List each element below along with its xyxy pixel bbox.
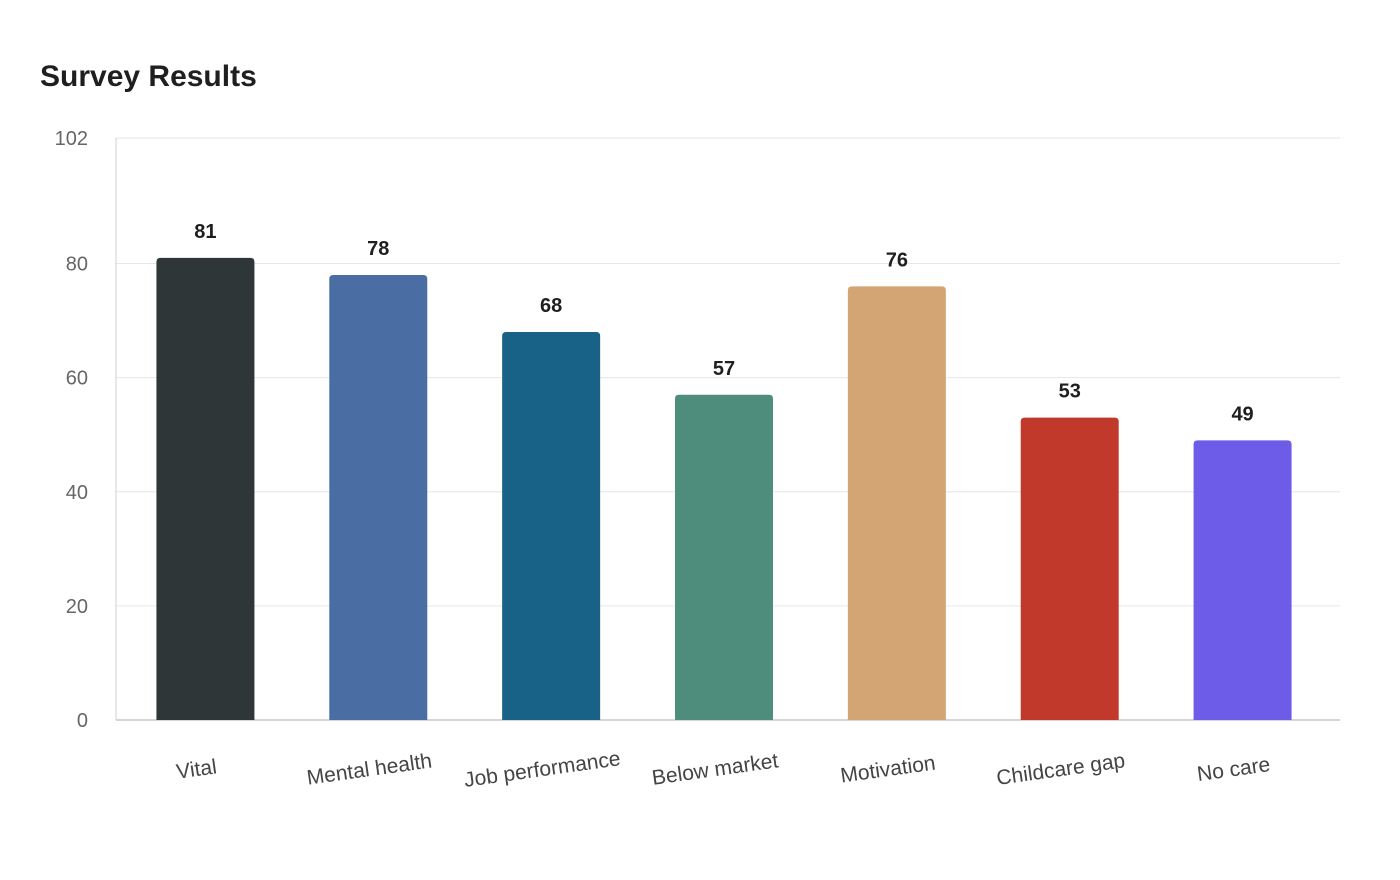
value-label: 76 — [886, 249, 908, 271]
chart-title: Survey Results — [40, 60, 257, 93]
bar-below-market — [675, 394, 773, 720]
bar-no-care — [1193, 440, 1292, 720]
bar-motivation — [847, 286, 946, 720]
value-label: 53 — [1059, 381, 1081, 403]
value-label: 81 — [194, 221, 216, 243]
value-label: 68 — [540, 295, 562, 317]
x-tick-label: Vital — [175, 755, 218, 783]
y-tick-label: 40 — [66, 482, 88, 504]
x-tick-label: No care — [1196, 753, 1272, 786]
x-tick-label: Below market — [651, 749, 780, 790]
x-tick-label: Childcare gap — [995, 749, 1127, 790]
value-label: 57 — [713, 358, 735, 380]
value-label: 78 — [367, 238, 389, 260]
y-tick-label: 0 — [77, 710, 88, 732]
bars — [156, 257, 1292, 720]
x-tick-label: Mental health — [305, 749, 433, 789]
y-tick-label: 80 — [66, 254, 88, 276]
y-tick-label: 20 — [66, 596, 88, 618]
y-tick-label: 60 — [66, 368, 88, 390]
bar-mental-health — [329, 274, 428, 720]
bar-vital — [156, 257, 255, 720]
y-tick-label: 102 — [55, 128, 88, 150]
bar-job-performance — [502, 332, 601, 720]
x-tick-label: Job performance — [463, 747, 622, 792]
x-tick-label: Motivation — [839, 752, 937, 788]
bar-childcare-gap — [1020, 417, 1119, 720]
value-label: 49 — [1231, 403, 1253, 425]
